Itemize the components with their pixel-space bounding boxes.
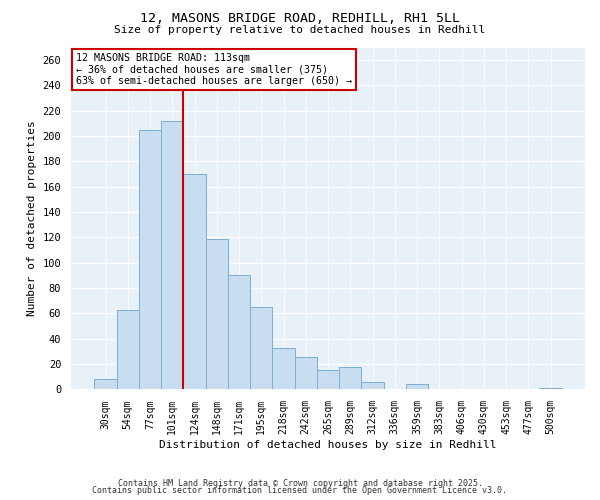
Text: Contains public sector information licensed under the Open Government Licence v3: Contains public sector information licen…	[92, 486, 508, 495]
X-axis label: Distribution of detached houses by size in Redhill: Distribution of detached houses by size …	[159, 440, 497, 450]
Bar	[139, 130, 161, 390]
Bar	[228, 276, 250, 390]
Bar	[116, 310, 139, 390]
Bar	[339, 366, 361, 390]
Bar	[539, 388, 562, 390]
Text: Size of property relative to detached houses in Redhill: Size of property relative to detached ho…	[115, 25, 485, 35]
Text: 12, MASONS BRIDGE ROAD, REDHILL, RH1 5LL: 12, MASONS BRIDGE ROAD, REDHILL, RH1 5LL	[140, 12, 460, 26]
Bar	[250, 307, 272, 390]
Bar	[206, 239, 228, 390]
Bar	[161, 121, 184, 390]
Y-axis label: Number of detached properties: Number of detached properties	[27, 120, 37, 316]
Text: 12 MASONS BRIDGE ROAD: 113sqm
← 36% of detached houses are smaller (375)
63% of : 12 MASONS BRIDGE ROAD: 113sqm ← 36% of d…	[76, 52, 352, 86]
Bar	[317, 370, 339, 390]
Bar	[295, 356, 317, 390]
Bar	[94, 380, 116, 390]
Bar	[184, 174, 206, 390]
Bar	[272, 348, 295, 390]
Bar	[361, 382, 383, 390]
Text: Contains HM Land Registry data © Crown copyright and database right 2025.: Contains HM Land Registry data © Crown c…	[118, 478, 482, 488]
Bar	[406, 384, 428, 390]
